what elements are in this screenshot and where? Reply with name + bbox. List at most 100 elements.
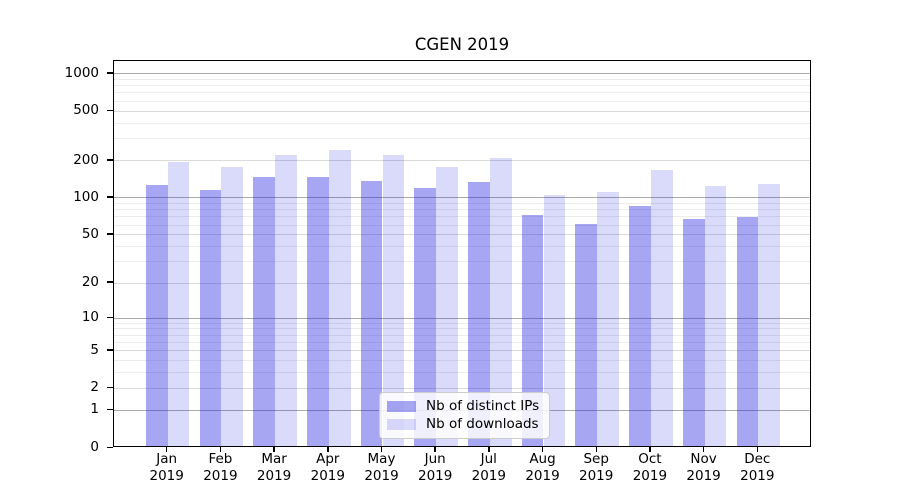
x-tick-mark-may <box>380 447 383 452</box>
gridline-600 <box>114 100 810 102</box>
gridline-4 <box>114 360 810 362</box>
y-tick-label-5: 5 <box>90 341 99 358</box>
x-tick-mark-apr <box>327 447 329 452</box>
legend-swatch-ips-icon <box>387 401 416 412</box>
gridline-9 <box>114 322 810 324</box>
x-tick-month-jan: Jan <box>156 451 178 467</box>
bar-distinct-ips-jan <box>145 185 168 446</box>
x-tick-label-jun: Jun 2019 <box>400 451 470 484</box>
gridline-40 <box>114 246 810 248</box>
bar-distinct-ips-jun <box>414 187 437 446</box>
gridline-3 <box>114 372 810 374</box>
x-tick-month-apr: Apr <box>316 451 340 467</box>
bar-downloads-sep <box>597 191 619 446</box>
y-tick-label-0: 0 <box>90 439 99 455</box>
x-tick-year-oct: 2019 <box>632 467 668 484</box>
bar-downloads-feb <box>221 167 244 446</box>
x-tick-month-sep: Sep <box>583 451 609 467</box>
x-tick-label-jul: Jul 2019 <box>454 451 524 484</box>
bar-downloads-mar <box>275 154 297 446</box>
bar-distinct-ips-mar <box>253 177 276 446</box>
x-tick-label-mar: Mar 2019 <box>239 451 309 484</box>
x-tick-label-oct: Oct 2019 <box>615 451 685 484</box>
x-tick-mark-mar <box>273 447 275 452</box>
bar-distinct-ips-dec <box>736 216 759 446</box>
x-tick-month-dec: Dec <box>744 451 771 467</box>
bar-downloads-nov <box>704 185 727 446</box>
x-tick-label-dec: Dec 2019 <box>722 451 792 484</box>
x-tick-year-sep: 2019 <box>579 467 614 484</box>
gridline-50 <box>114 234 810 236</box>
x-tick-mark-dec <box>756 447 759 452</box>
x-tick-mark-feb <box>219 447 222 452</box>
gridline-1000 <box>114 73 810 74</box>
y-tick-mark-5 <box>107 349 113 351</box>
x-tick-year-feb: 2019 <box>203 467 238 484</box>
legend-label-downloads: Nb of downloads <box>426 416 539 432</box>
bar-downloads-dec <box>758 183 781 446</box>
gridline-6 <box>114 342 810 343</box>
x-tick-month-mar: Mar <box>261 451 287 467</box>
x-tick-year-aug: 2019 <box>525 467 560 484</box>
x-tick-mark-nov <box>702 447 705 452</box>
plot-area <box>113 60 811 447</box>
y-tick-label-200: 200 <box>73 151 99 168</box>
bar-downloads-jul <box>489 157 512 446</box>
x-tick-label-jan: Jan 2019 <box>132 451 202 484</box>
legend-label-distinct-ips: Nb of distinct IPs <box>426 398 540 414</box>
y-tick-mark-50 <box>107 233 113 235</box>
bar-distinct-ips-jul <box>468 181 490 446</box>
gridline-900 <box>114 78 810 80</box>
gridline-400 <box>114 122 810 124</box>
gridline-60 <box>114 224 810 226</box>
gridline-20 <box>114 282 810 284</box>
x-tick-label-aug: Aug 2019 <box>508 451 578 484</box>
y-tick-label-20: 20 <box>81 273 99 290</box>
bar-downloads-apr <box>328 149 351 446</box>
gridline-500 <box>114 110 810 112</box>
y-tick-label-500: 500 <box>73 102 99 119</box>
x-tick-label-nov: Nov 2019 <box>669 451 739 484</box>
x-tick-mark-jan <box>165 447 168 452</box>
x-tick-month-nov: Nov <box>690 451 717 467</box>
y-tick-label-1: 1 <box>90 401 99 418</box>
gridline-700 <box>114 92 810 94</box>
x-tick-year-dec: 2019 <box>740 467 775 484</box>
bar-distinct-ips-nov <box>682 218 705 446</box>
x-tick-month-jul: Jul <box>480 451 497 467</box>
y-tick-mark-1000 <box>107 72 113 74</box>
bar-distinct-ips-may <box>360 180 383 446</box>
x-tick-label-sep: Sep 2019 <box>561 451 631 484</box>
y-tick-mark-100 <box>107 196 113 198</box>
y-tick-label-100: 100 <box>73 188 99 205</box>
bar-downloads-jun <box>436 167 458 446</box>
gridline-5 <box>114 350 810 352</box>
y-tick-mark-1 <box>107 408 113 411</box>
x-tick-year-mar: 2019 <box>256 467 292 484</box>
x-tick-year-nov: 2019 <box>686 467 721 484</box>
gridline-200 <box>114 160 810 161</box>
gridline-8 <box>114 328 810 330</box>
legend: Nb of distinct IPs Nb of downloads <box>379 392 551 439</box>
x-tick-label-apr: Apr 2019 <box>293 451 363 484</box>
x-tick-mark-sep <box>595 447 597 452</box>
y-tick-label-50: 50 <box>81 225 99 242</box>
legend-swatch-downloads-icon <box>387 419 416 430</box>
bar-downloads-jan <box>167 161 190 446</box>
y-tick-label-10: 10 <box>81 309 99 326</box>
y-tick-mark-20 <box>107 281 113 283</box>
bar-downloads-may <box>382 154 405 446</box>
x-tick-label-feb: Feb 2019 <box>185 451 255 484</box>
x-tick-year-jan: 2019 <box>149 467 184 484</box>
x-tick-label-may: May 2019 <box>347 451 417 484</box>
gridline-100 <box>114 197 810 199</box>
gridline-10 <box>114 317 810 319</box>
x-tick-mark-oct <box>649 447 651 452</box>
y-tick-mark-500 <box>107 109 113 112</box>
x-tick-month-aug: Aug <box>529 451 556 467</box>
bar-distinct-ips-feb <box>199 190 222 446</box>
x-tick-mark-jun <box>434 447 436 452</box>
gridline-30 <box>114 261 810 263</box>
gridline-2 <box>114 388 810 389</box>
